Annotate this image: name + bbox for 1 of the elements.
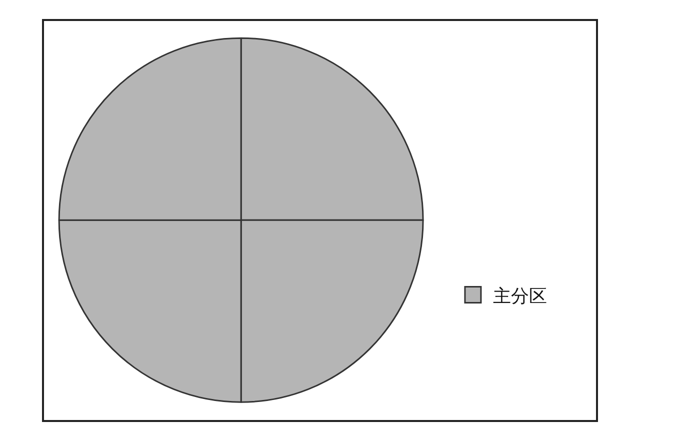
legend-label: 主分区 — [492, 286, 547, 307]
